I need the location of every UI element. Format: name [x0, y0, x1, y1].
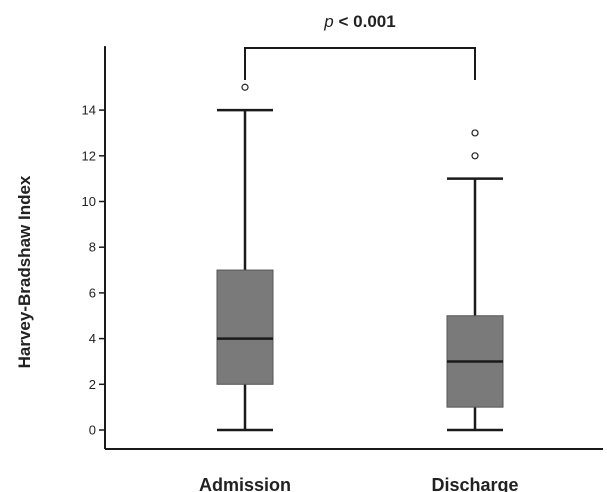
y-tick-label: 14 — [82, 103, 96, 118]
box-admission: Admission — [199, 83, 291, 492]
y-tick-label: 8 — [89, 240, 96, 255]
axes: 0 2 4 6 8 10 12 14 — [82, 46, 603, 450]
significance-annotation: p < 0.001 — [244, 12, 476, 80]
boxes: Admission Discharge — [199, 83, 519, 492]
significance-label: p < 0.001 — [323, 12, 395, 31]
significance-bracket — [244, 47, 476, 80]
iqr-box — [216, 269, 274, 385]
y-tick-label: 12 — [82, 148, 96, 163]
y-tick-label: 4 — [89, 331, 96, 346]
outlier-point — [471, 152, 479, 160]
outlier-point — [241, 83, 249, 91]
p-value: < 0.001 — [334, 12, 396, 31]
box-discharge: Discharge — [431, 129, 519, 492]
x-category-label: Admission — [199, 475, 291, 492]
y-axis-title: Harvey-Bradshaw Index — [15, 175, 34, 368]
y-tick-label: 10 — [82, 194, 96, 209]
p-symbol: p — [323, 12, 333, 31]
y-tick-label: 0 — [89, 423, 96, 438]
outlier-point — [471, 129, 479, 137]
x-category-label: Discharge — [431, 475, 518, 492]
y-tick-label: 6 — [89, 285, 96, 300]
y-tick-label: 2 — [89, 377, 96, 392]
